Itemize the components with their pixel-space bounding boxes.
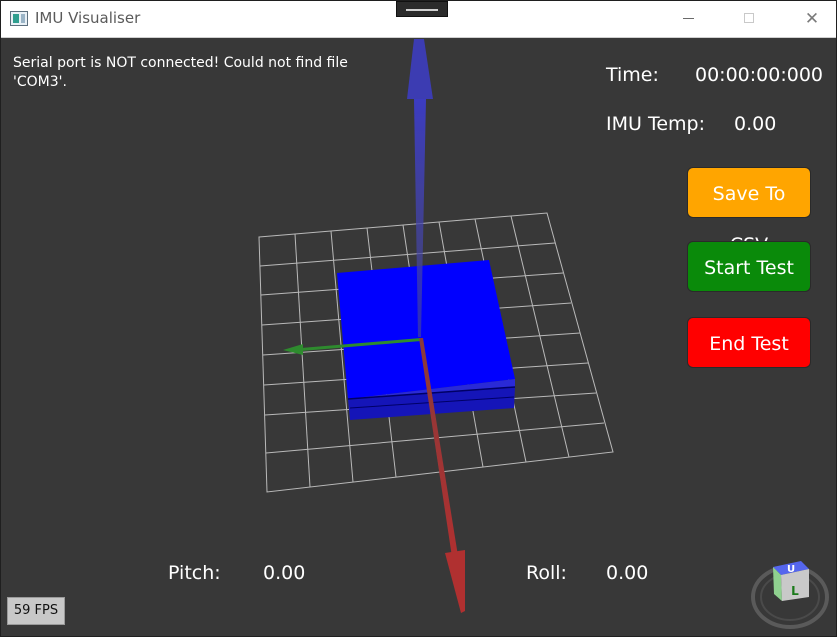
connection-status-message: Serial port is NOT connected! Could not … (13, 55, 348, 90)
maximize-button[interactable] (736, 7, 762, 31)
close-button[interactable]: ✕ (804, 9, 820, 29)
save-to-csv-button[interactable]: Save To CSV (687, 167, 811, 256)
z-axis-arrow (407, 39, 433, 337)
pitch-value: 0.00 (263, 562, 306, 584)
minimize-button[interactable] (676, 7, 702, 31)
pitch-label: Pitch: (168, 562, 221, 584)
imu-temp-value: 0.00 (734, 113, 777, 135)
window-title: IMU Visualiser (35, 9, 141, 27)
x-axis-arrow (419, 338, 465, 613)
view-cube-top-letter: U (787, 564, 795, 575)
start-test-button[interactable]: Start Test (687, 241, 811, 292)
imu-temp-label: IMU Temp: (606, 113, 705, 135)
app-icon (10, 11, 28, 26)
roll-label: Roll: (526, 562, 567, 584)
view-cube[interactable]: U L (751, 561, 829, 629)
drag-handle[interactable] (396, 1, 448, 17)
y-axis-arrow (283, 338, 421, 355)
roll-value: 0.00 (606, 562, 649, 584)
time-label: Time: (606, 64, 659, 86)
end-test-button[interactable]: End Test (687, 317, 811, 368)
time-value: 00:00:00:000 (695, 64, 823, 86)
fps-counter: 59 FPS (7, 597, 65, 625)
view-cube-front-letter: L (791, 584, 799, 598)
imu-block (337, 260, 516, 420)
